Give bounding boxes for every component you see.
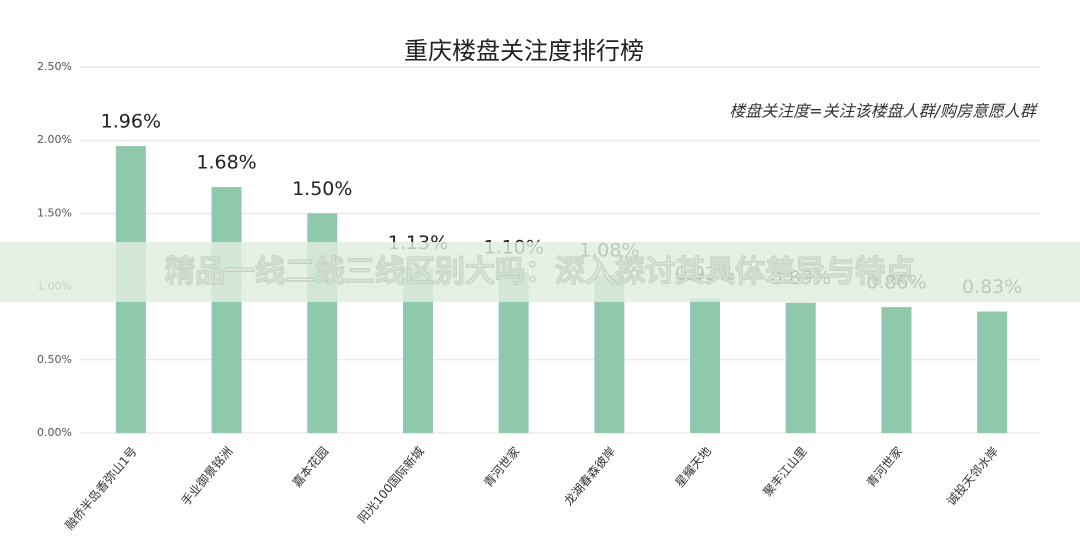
x-tick-label: 手业御景铭洲 — [178, 444, 236, 509]
x-tick-label: 星耀天地 — [672, 444, 714, 490]
bar — [211, 187, 242, 433]
bar — [785, 302, 816, 433]
chart-title: 重庆楼盘关注度排行榜 — [404, 37, 644, 65]
x-tick-label: 嘉本花园 — [289, 444, 331, 490]
value-label: 1.68% — [196, 152, 256, 174]
y-tick-label: 2.00% — [37, 133, 72, 146]
y-tick-label: 0.00% — [37, 426, 72, 439]
bar — [977, 311, 1008, 433]
y-tick-label: 1.50% — [37, 206, 72, 219]
x-tick-label: 青河世家 — [863, 444, 905, 490]
value-label: 1.50% — [292, 178, 352, 200]
banner-bg — [0, 242, 1080, 302]
bar — [881, 307, 912, 433]
value-label: 1.96% — [101, 111, 161, 133]
y-tick-label: 0.50% — [37, 353, 72, 366]
x-tick-label: 阳光100国际新城 — [354, 444, 426, 526]
x-tick-label: 聚丰江山里 — [760, 444, 809, 499]
chart-subtitle: 楼盘关注度=关注该楼盘人群/购房意愿人群 — [729, 102, 1039, 121]
x-tick-label: 融侨半岛香弥山1号 — [62, 444, 140, 533]
x-tick-label: 诚投天邻水岸 — [943, 444, 1001, 509]
x-tick-label: 龙湖春森彼岸 — [561, 444, 619, 509]
bar — [690, 298, 721, 433]
x-tick-label: 青河世家 — [480, 444, 522, 490]
banner-title: 精品一线二线三线区别大吗：深入探讨其具体差异与特点 — [165, 255, 915, 290]
y-tick-label: 2.50% — [37, 60, 72, 73]
